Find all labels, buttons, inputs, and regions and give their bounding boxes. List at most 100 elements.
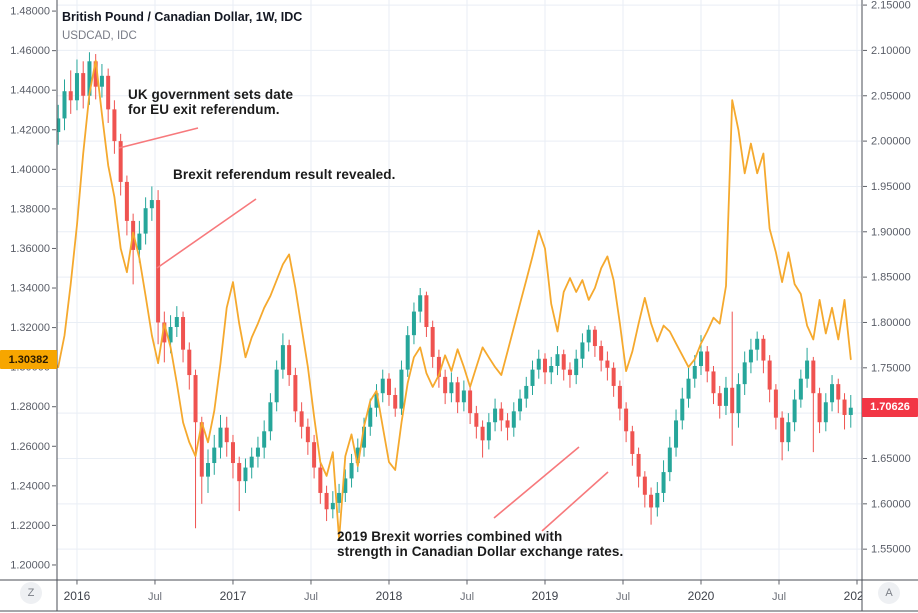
candle-body [711, 371, 716, 394]
candle-body [174, 317, 179, 327]
candle-body [74, 73, 79, 101]
left-axis-tick-label: 1.20000 [10, 559, 50, 571]
candle-body [224, 427, 229, 443]
candle-body [499, 408, 504, 421]
candle-body [468, 390, 473, 414]
time-axis-tick-label: 2020 [688, 589, 715, 603]
candle-body [212, 447, 217, 464]
candle-body [555, 354, 560, 366]
candle-body [274, 369, 279, 403]
candle-body [624, 408, 629, 432]
candle-body [636, 453, 641, 477]
candle-body [617, 385, 622, 409]
candle-body [730, 387, 735, 414]
candle-body [362, 426, 367, 448]
candle-body [443, 376, 448, 394]
candle-body [674, 420, 679, 448]
candle-body [57, 118, 61, 133]
timezone-button[interactable]: Z [20, 582, 42, 604]
candle-body [692, 365, 697, 379]
left-axis-tick-label: 1.26000 [10, 441, 50, 453]
left-axis-tick-label: 1.48000 [10, 6, 50, 18]
annotation-pointer-line[interactable] [541, 471, 609, 532]
candle-body [817, 393, 822, 423]
annotation-2019-worries[interactable]: 2019 Brexit worries combined with streng… [337, 529, 624, 559]
candle-body [143, 208, 148, 234]
overlay-symbol-label: USDCAD, IDC [62, 30, 137, 42]
right-axis-tick-label: 1.75000 [871, 362, 911, 374]
candlestick-series [57, 52, 853, 529]
right-axis-tick-label: 1.65000 [871, 453, 911, 465]
auto-scale-button[interactable]: A [878, 582, 900, 604]
left-axis-tick-label: 1.22000 [10, 520, 50, 532]
candle-body [518, 398, 523, 412]
time-scale[interactable]: 2016 Jul 2017 Jul 2018 Jul 2019 Jul 2020 Jul 2021 [64, 580, 871, 603]
candle-body [667, 447, 672, 473]
annotation-referendum-result[interactable]: Brexit referendum result revealed. [173, 167, 396, 182]
candle-body [374, 393, 379, 408]
candle-body [106, 75, 111, 110]
candle-body [99, 75, 104, 87]
candle-body [486, 422, 491, 441]
candle-body [368, 407, 373, 427]
candle-body [112, 109, 117, 142]
candle-body [574, 358, 579, 376]
candle-body [118, 141, 123, 182]
candle-body [199, 422, 204, 477]
annotation-referendum-date[interactable]: UK government sets date for EU exit refe… [128, 87, 294, 117]
candle-body [461, 390, 466, 403]
right-axis-tick-label: 1.95000 [871, 181, 911, 193]
candle-body [355, 447, 360, 464]
left-axis-tick-label: 1.36000 [10, 243, 50, 255]
candle-body [193, 375, 198, 423]
candle-body [611, 367, 616, 386]
candle-body [249, 456, 254, 468]
annotation-lines[interactable] [118, 127, 609, 532]
gridlines [57, 0, 862, 580]
annotation-pointer-line[interactable] [156, 198, 257, 269]
right-axis-tick-label: 2.00000 [871, 136, 911, 148]
candle-body [649, 494, 654, 508]
left-axis-tick-label: 1.44000 [10, 85, 50, 97]
right-price-scale[interactable]: 2.15000 2.10000 2.05000 2.00000 1.95000 1.900… [863, 0, 911, 556]
candle-body [786, 422, 791, 443]
candle-body [474, 413, 479, 427]
annotation-pointer-line[interactable] [118, 127, 199, 149]
right-axis-tick-label: 1.90000 [871, 226, 911, 238]
candle-body [124, 181, 129, 221]
candle-body [149, 200, 154, 209]
candle-body [680, 398, 685, 421]
candle-body [287, 345, 292, 376]
candle-body [549, 365, 554, 373]
candle-body [255, 447, 260, 457]
right-axis-tick-label: 2.15000 [871, 0, 911, 12]
time-axis-tick-label: Jul [304, 591, 318, 603]
candle-body [736, 384, 741, 414]
candle-body [592, 329, 597, 347]
candle-body [299, 411, 304, 427]
left-price-scale[interactable]: 1.48000 1.46000 1.44000 1.42000 1.40000 1.380… [10, 6, 56, 572]
candle-body [168, 326, 173, 343]
candle-body [780, 417, 785, 443]
candle-body [181, 317, 186, 350]
annotation-pointer-line[interactable] [493, 446, 580, 519]
candle-body [580, 342, 585, 359]
candle-body [380, 378, 385, 394]
candle-body [93, 61, 98, 87]
time-axis-tick-label: 2017 [220, 589, 247, 603]
candle-body [206, 463, 211, 477]
candle-body [805, 360, 810, 379]
candle-body [243, 467, 248, 482]
candle-body [792, 399, 797, 423]
candle-body [661, 472, 666, 493]
series-layer [57, 52, 853, 541]
candle-body [755, 338, 760, 350]
candle-body [449, 382, 454, 394]
candle-body [561, 354, 566, 370]
candle-body [62, 91, 67, 119]
candle-body [536, 358, 541, 370]
candle-body [542, 358, 547, 373]
